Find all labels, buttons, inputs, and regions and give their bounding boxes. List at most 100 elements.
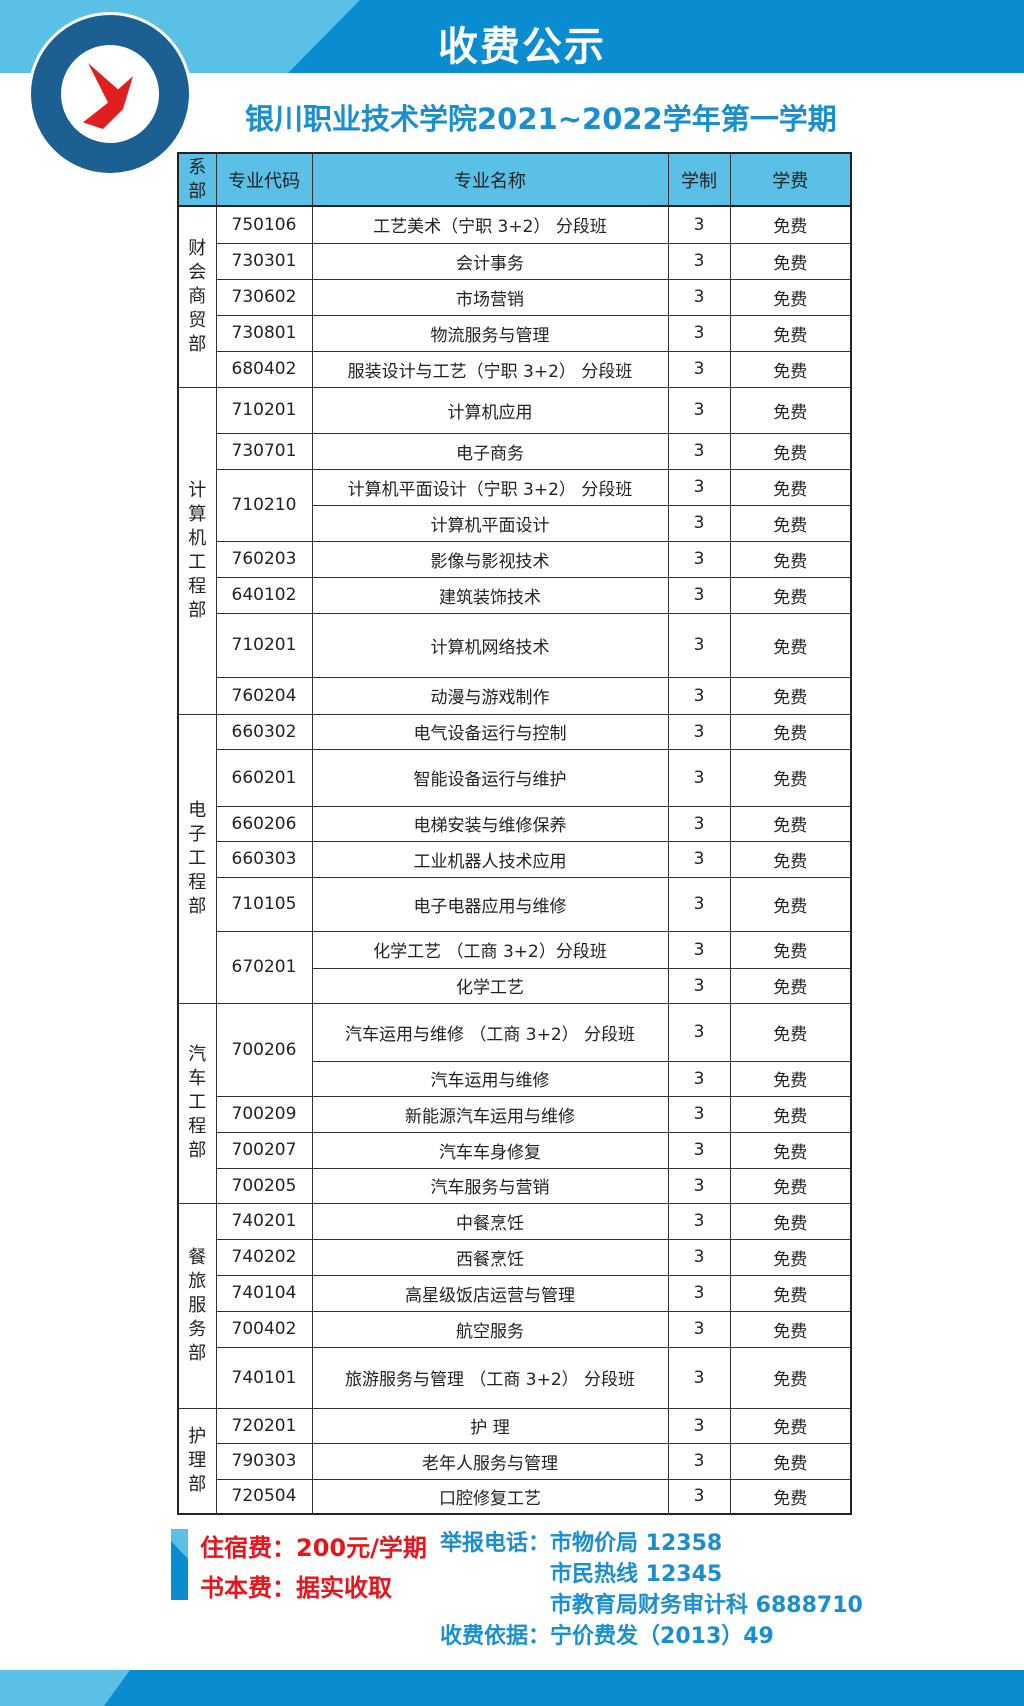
- major-name: 电子商务: [311, 432, 669, 470]
- table-row: 730301 会计事务 3 免费: [178, 242, 852, 280]
- tuition-fee: 免费: [729, 576, 852, 614]
- bottom-banner: [0, 1670, 1024, 1706]
- table-row: 740101 旅游服务与管理 （工商 3+2） 分段班 3 免费: [178, 1346, 852, 1409]
- major-code: 730301: [215, 242, 313, 280]
- major-name: 老年人服务与管理: [311, 1442, 669, 1480]
- study-years: 3: [667, 1407, 731, 1444]
- major-name: 汽车车身修复: [311, 1131, 669, 1169]
- study-years: 3: [667, 205, 731, 244]
- major-name: 护 理: [311, 1407, 669, 1444]
- basis-label: 收费依据：: [440, 1624, 551, 1649]
- study-years: 3: [667, 468, 731, 506]
- department-cell: 护理部: [177, 1407, 217, 1515]
- col-fee: 学费: [729, 152, 852, 207]
- tuition-fee: 免费: [729, 612, 852, 678]
- table-row: 720504 口腔修复工艺 3 免费: [178, 1478, 852, 1515]
- tuition-fee: 免费: [729, 205, 852, 244]
- department-name: 计算机工程部: [188, 479, 207, 621]
- major-code: 750106: [215, 205, 313, 244]
- tuition-fee: 免费: [729, 1002, 852, 1062]
- department-cell: 计算机工程部: [177, 386, 217, 715]
- major-name: 影像与影视技术: [311, 540, 669, 578]
- study-years: 3: [667, 967, 731, 1004]
- tuition-fee: 免费: [729, 1274, 852, 1312]
- col-code: 专业代码: [215, 152, 313, 207]
- major-code: 740202: [215, 1238, 313, 1276]
- study-years: 3: [667, 1131, 731, 1169]
- study-years: 3: [667, 432, 731, 470]
- major-name: 新能源汽车运用与维修: [311, 1095, 669, 1133]
- major-code: 730602: [215, 278, 313, 316]
- table-row: 710201 计算机网络技术 3 免费: [178, 612, 852, 678]
- major-name: 汽车运用与维修: [311, 1060, 669, 1097]
- tuition-fee: 免费: [729, 676, 852, 715]
- department-cell: 电子工程部: [177, 713, 217, 1004]
- study-years: 3: [667, 612, 731, 678]
- major-code: 790303: [215, 1442, 313, 1480]
- major-name: 工艺美术（宁职 3+2） 分段班: [311, 205, 669, 244]
- major-code: 660206: [215, 805, 313, 842]
- tuition-fee: 免费: [729, 504, 852, 542]
- page-subtitle: 银川职业技术学院2021~2022学年第一学期: [245, 102, 837, 136]
- study-years: 3: [667, 1238, 731, 1276]
- table-row: 740104 高星级饭店运营与管理 3 免费: [178, 1274, 852, 1312]
- table-row: 700209 新能源汽车运用与维修 3 免费: [178, 1095, 852, 1133]
- major-code: 740104: [215, 1274, 313, 1312]
- table-row: 730602 市场营销 3 免费: [178, 278, 852, 316]
- tuition-fee: 免费: [729, 876, 852, 932]
- table-row: 计算机工程部 710201 计算机应用 3 免费: [177, 386, 852, 715]
- study-years: 3: [667, 840, 731, 878]
- major-code: 700205: [215, 1167, 313, 1204]
- department-name: 汽车工程部: [188, 1044, 207, 1161]
- footer-accent-bar: [171, 1529, 188, 1600]
- tuition-fee: 免费: [729, 1407, 852, 1444]
- major-code: 710105: [215, 876, 313, 932]
- tuition-fee: 免费: [729, 432, 852, 470]
- major-name: 化学工艺: [311, 967, 669, 1004]
- major-name: 航空服务: [311, 1310, 669, 1348]
- major-code: 700207: [215, 1131, 313, 1169]
- major-code: 740101: [215, 1346, 313, 1409]
- department-name: 餐旅服务部: [188, 1246, 207, 1364]
- major-name: 市场营销: [311, 278, 669, 316]
- major-name: 动漫与游戏制作: [311, 676, 669, 715]
- major-name: 口腔修复工艺: [311, 1478, 669, 1515]
- major-name: 智能设备运行与维护: [311, 748, 669, 807]
- table-row: 护理部 720201 护 理 3 免费: [177, 1407, 852, 1515]
- department-cell: 汽车工程部: [177, 1002, 217, 1204]
- major-code: 720504: [215, 1478, 313, 1515]
- hotline-2: 市民热线 12345: [550, 1562, 723, 1587]
- major-name: 电子电器应用与维修: [311, 876, 669, 932]
- table-row: 700205 汽车服务与营销 3 免费: [178, 1167, 852, 1204]
- lodging-fee: 住宿费：200元/学期: [200, 1534, 427, 1562]
- report-label: 举报电话：: [440, 1531, 551, 1556]
- major-code: 760204: [215, 676, 313, 715]
- study-years: 3: [667, 1346, 731, 1409]
- major-name: 计算机平面设计（宁职 3+2） 分段班: [311, 468, 669, 506]
- col-name: 专业名称: [311, 152, 669, 207]
- tuition-fee: 免费: [729, 1095, 852, 1133]
- study-years: 3: [667, 576, 731, 614]
- major-name: 物流服务与管理: [311, 314, 669, 352]
- tuition-fee: 免费: [729, 314, 852, 352]
- table-row: 740202 西餐烹饪 3 免费: [178, 1238, 852, 1276]
- hotline-3: 市教育局财务审计科 6888710: [550, 1593, 863, 1618]
- major-name: 中餐烹饪: [311, 1202, 669, 1240]
- table-row: 电子工程部 660302 电气设备运行与控制 3 免费: [177, 713, 852, 1004]
- table-row: 760203 影像与影视技术 3 免费: [178, 540, 852, 578]
- tuition-fee: 免费: [729, 1346, 852, 1409]
- study-years: 3: [667, 1002, 731, 1062]
- tuition-fee: 免费: [729, 1060, 852, 1097]
- col-years: 学制: [667, 152, 731, 207]
- major-name: 计算机平面设计: [311, 504, 669, 542]
- table-row: 680402 服装设计与工艺（宁职 3+2） 分段班 3 免费: [178, 350, 852, 388]
- major-code: 660201: [215, 748, 313, 807]
- study-years: 3: [667, 1310, 731, 1348]
- tuition-fee: 免费: [729, 805, 852, 842]
- major-name: 建筑装饰技术: [311, 576, 669, 614]
- study-years: 3: [667, 540, 731, 578]
- major-code: 720201: [215, 1407, 313, 1444]
- tuition-fee: 免费: [729, 468, 852, 506]
- major-code: 710210: [215, 468, 313, 542]
- major-code: 760203: [215, 540, 313, 578]
